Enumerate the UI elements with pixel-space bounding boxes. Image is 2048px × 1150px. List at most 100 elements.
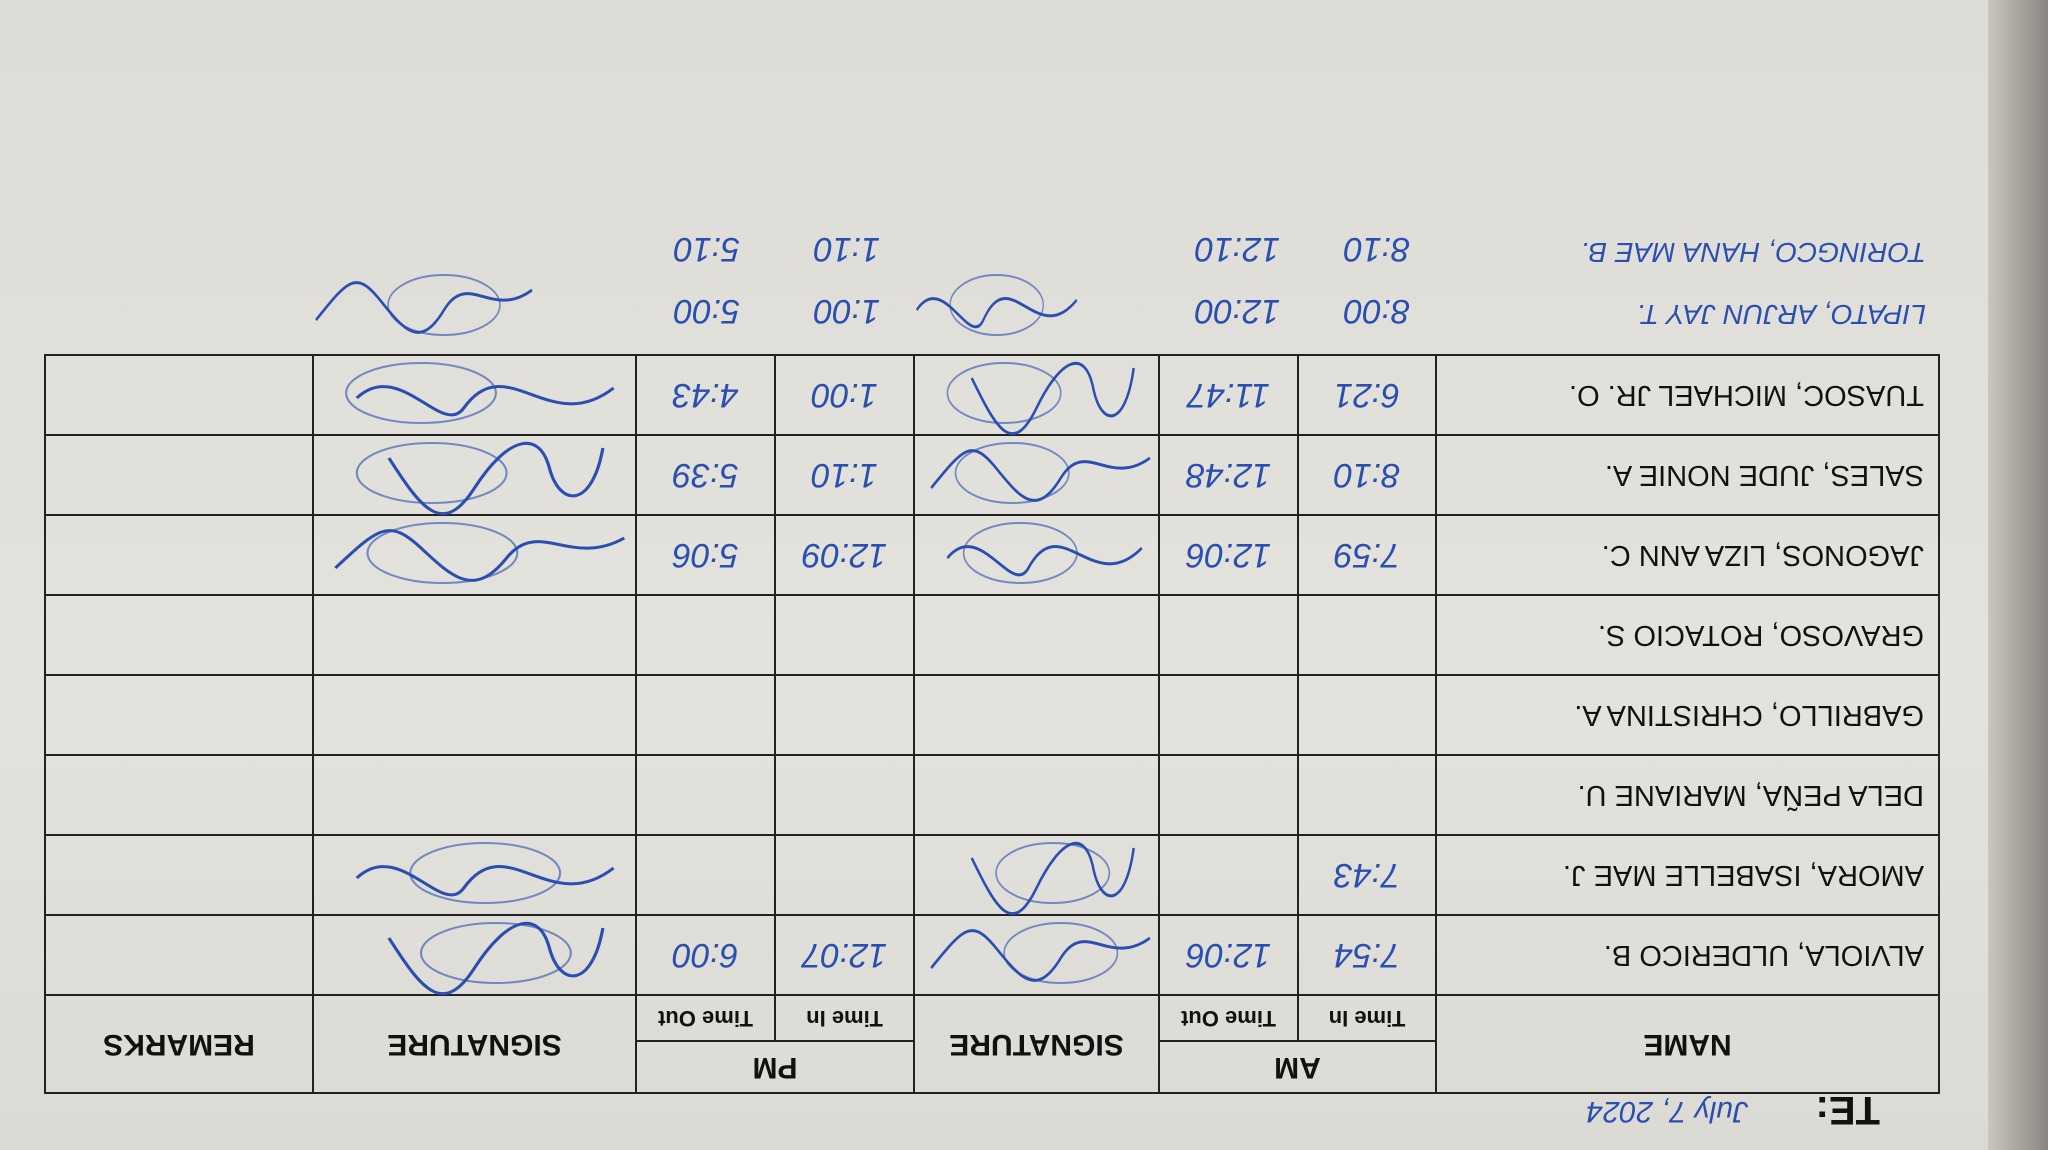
header-remarks: REMARKS xyxy=(45,995,313,1093)
pm-signature xyxy=(313,435,636,516)
remarks xyxy=(45,595,313,675)
am-time-in xyxy=(1298,595,1436,675)
pm-time-out: 5:10 xyxy=(673,230,740,268)
pm-signature xyxy=(313,515,636,595)
am-signature xyxy=(914,915,1159,995)
pm-time-out xyxy=(636,835,775,915)
signature-mark xyxy=(930,922,1151,984)
table-row: GABRILLO, CHRISTINA A. xyxy=(45,675,1939,755)
am-time-out: 12:10 xyxy=(1194,230,1280,268)
remarks xyxy=(45,515,313,595)
pm-time-in: 1:00 xyxy=(813,292,880,330)
am-time-out xyxy=(1159,755,1298,835)
employee-name: LIPATO, ARJUN JAY T. xyxy=(1636,299,1926,330)
pm-time-in xyxy=(775,595,914,675)
remarks xyxy=(45,675,313,755)
pm-signature xyxy=(313,355,636,435)
am-time-in: 7:54 xyxy=(1298,915,1436,995)
signature-mark xyxy=(345,362,615,424)
page-edge xyxy=(1988,0,2048,1150)
header-pm-time-out: Time Out xyxy=(636,995,775,1041)
am-time-in: 6:21 xyxy=(1298,355,1436,435)
am-time-in: 7:59 xyxy=(1298,515,1436,595)
header-am-signature: SIGNATURE xyxy=(914,995,1159,1093)
pm-time-out xyxy=(636,675,775,755)
pm-time-out: 6:00 xyxy=(636,915,775,995)
signature-mark xyxy=(970,842,1135,916)
header-am-time-in: Time In xyxy=(1298,995,1436,1041)
pm-time-in xyxy=(775,675,914,755)
handwritten-entries: LIPATO, ARJUN JAY T. 8:00 12:00 1:00 5:00 TOR… xyxy=(46,206,1940,336)
pm-time-in: 1:10 xyxy=(813,230,880,268)
pm-time-in: 1:10 xyxy=(775,435,914,515)
am-signature xyxy=(914,355,1159,436)
am-time-in: 8:00 xyxy=(1343,292,1410,330)
pm-signature xyxy=(313,675,636,755)
am-time-in xyxy=(1298,755,1436,835)
am-time-in xyxy=(1298,675,1436,755)
am-time-in: 7:43 xyxy=(1298,835,1436,915)
pm-time-in: 12:07 xyxy=(775,915,914,995)
pm-time-out: 5:06 xyxy=(636,515,775,595)
employee-name: JAGONOS, LIZA ANN C. xyxy=(1436,515,1939,595)
pm-signature xyxy=(313,755,636,835)
am-signature xyxy=(890,250,1090,360)
employee-name: TORINGCO, HANA MAE B. xyxy=(1580,237,1926,268)
signature-mark xyxy=(915,274,1078,336)
employee-name: ALVIOLA, ULDERICO B. xyxy=(1436,915,1939,995)
am-time-in: 8:10 xyxy=(1343,230,1410,268)
signature-mark xyxy=(930,442,1151,504)
am-signature xyxy=(914,435,1159,515)
signature-mark xyxy=(387,921,605,996)
header-pm-signature: SIGNATURE xyxy=(313,995,636,1093)
date-value: July 7, 2024 xyxy=(1586,1095,1748,1128)
employee-name: GRAVOSO, ROTACIO S. xyxy=(1436,595,1939,675)
am-signature xyxy=(914,515,1159,595)
employee-name: TUASOC, MICHAEL JR. O. xyxy=(1436,355,1939,435)
pm-time-in: 1:00 xyxy=(775,355,914,435)
am-time-out: 11:47 xyxy=(1159,355,1298,435)
pm-time-out: 5:00 xyxy=(673,292,740,330)
signature-mark xyxy=(946,522,1143,584)
signature-mark xyxy=(315,274,533,336)
am-time-out: 12:48 xyxy=(1159,435,1298,515)
signature-mark xyxy=(355,842,615,904)
table-row: JAGONOS, LIZA ANN C. 7:59 12:06 12:09 5:06 xyxy=(45,515,1939,595)
header-name: NAME xyxy=(1436,995,1939,1093)
header-am-time-out: Time Out xyxy=(1159,995,1298,1041)
pm-signature xyxy=(300,250,540,360)
am-time-out xyxy=(1159,675,1298,755)
am-time-out: 12:06 xyxy=(1159,915,1298,995)
remarks xyxy=(45,915,313,995)
remarks xyxy=(45,355,313,435)
signature-mark xyxy=(946,362,1135,436)
table-row: AMORA, ISABELLE MAE J. 7:43 xyxy=(45,835,1939,916)
am-signature xyxy=(914,835,1159,916)
pm-time-out xyxy=(636,755,775,835)
employee-name: DELA PEÑA, MARIANE U. xyxy=(1436,755,1939,835)
table-row: DELA PEÑA, MARIANE U. xyxy=(45,755,1939,835)
am-time-out xyxy=(1159,595,1298,675)
am-signature xyxy=(914,675,1159,755)
am-time-out xyxy=(1159,835,1298,915)
pm-time-in xyxy=(775,835,914,915)
signature-mark xyxy=(355,441,605,516)
table-row: SALES, JUDE NONIE A. 8:10 12:48 1:10 5:39 xyxy=(45,435,1939,516)
employee-name: SALES, JUDE NONIE A. xyxy=(1436,435,1939,515)
pm-time-out: 5:39 xyxy=(636,435,775,515)
handwritten-row: LIPATO, ARJUN JAY T. 8:00 12:00 1:00 5:00 xyxy=(46,268,1940,336)
header-am: AM xyxy=(1159,1041,1436,1093)
employee-name: GABRILLO, CHRISTINA A. xyxy=(1436,675,1939,755)
pm-time-out xyxy=(636,595,775,675)
remarks xyxy=(45,755,313,835)
handwritten-row: TORINGCO, HANA MAE B. 8:10 12:10 1:10 5:10 xyxy=(46,206,1940,268)
am-time-in: 8:10 xyxy=(1298,435,1436,515)
table-row: ALVIOLA, ULDERICO B. 7:54 12:06 12:07 6:00 xyxy=(45,915,1939,996)
remarks xyxy=(45,835,313,915)
pm-time-in xyxy=(775,755,914,835)
employee-name: AMORA, ISABELLE MAE J. xyxy=(1436,835,1939,915)
am-time-out: 12:06 xyxy=(1159,515,1298,595)
am-signature xyxy=(914,755,1159,835)
pm-signature xyxy=(313,915,636,996)
